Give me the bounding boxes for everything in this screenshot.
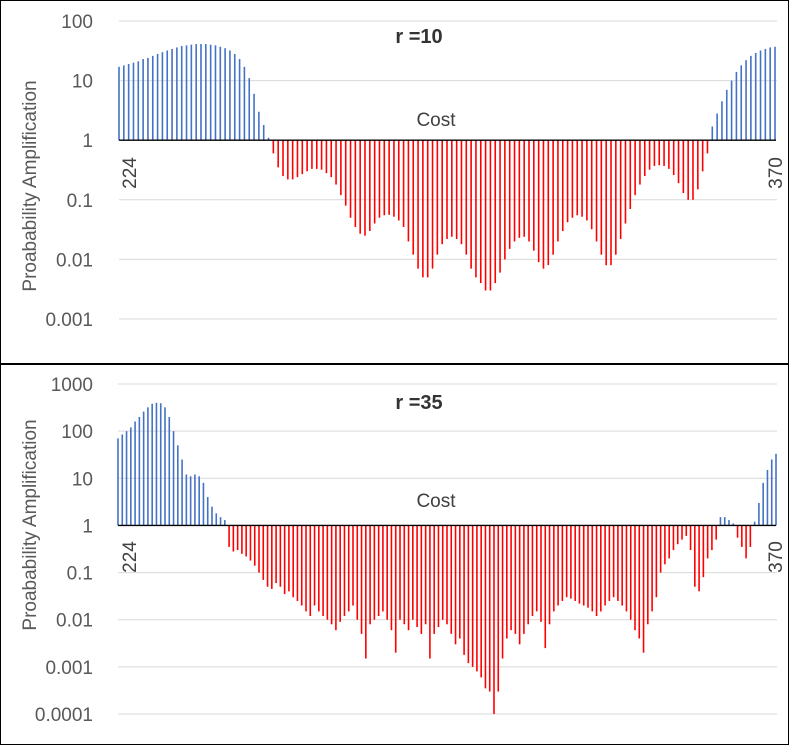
y-tick-label: 0.1 <box>67 191 93 212</box>
x-axis-label: Cost <box>416 491 456 512</box>
y-axis-label: Proabability Amplification <box>20 419 41 630</box>
y-tick-label: 100 <box>61 422 93 443</box>
y-tick-label: 0.001 <box>45 658 93 679</box>
x-end-label: 370 <box>766 541 787 573</box>
y-tick-label: 0.001 <box>45 310 93 331</box>
y-tick-label: 0.0001 <box>35 705 93 726</box>
x-start-label: 224 <box>120 157 141 189</box>
y-tick-label: 100 <box>61 12 93 33</box>
chart-panel-r10: 100 10 1 0.1 0.01 0.001 r =10 Cost Proabability … <box>0 0 789 364</box>
y-tick-label: 10 <box>72 72 93 93</box>
y-tick-label: 0.1 <box>67 564 93 585</box>
chart-title: r =10 <box>395 26 442 48</box>
x-end-label: 370 <box>766 157 787 189</box>
y-tick-label: 0.01 <box>56 611 93 632</box>
y-tick-label: 1 <box>82 516 93 537</box>
y-tick-label: 0.01 <box>56 250 93 271</box>
x-start-label: 224 <box>120 541 141 573</box>
y-tick-label: 10 <box>72 469 93 490</box>
chart-title: r =35 <box>395 392 442 414</box>
y-tick-label: 1 <box>82 131 93 152</box>
x-axis-label: Cost <box>416 110 456 131</box>
chart-panel-r35: 1000 100 10 1 0.1 0.01 0.001 0.0001 r =35 Cost Pro… <box>0 364 789 745</box>
chart-r35: 1000 100 10 1 0.1 0.01 0.001 0.0001 r =35 Cost Pro… <box>20 375 787 726</box>
chart-r10: 100 10 1 0.1 0.01 0.001 r =10 Cost Proabability … <box>20 12 787 331</box>
y-tick-label: 1000 <box>51 375 93 396</box>
y-axis-label: Proabability Amplification <box>20 80 41 291</box>
